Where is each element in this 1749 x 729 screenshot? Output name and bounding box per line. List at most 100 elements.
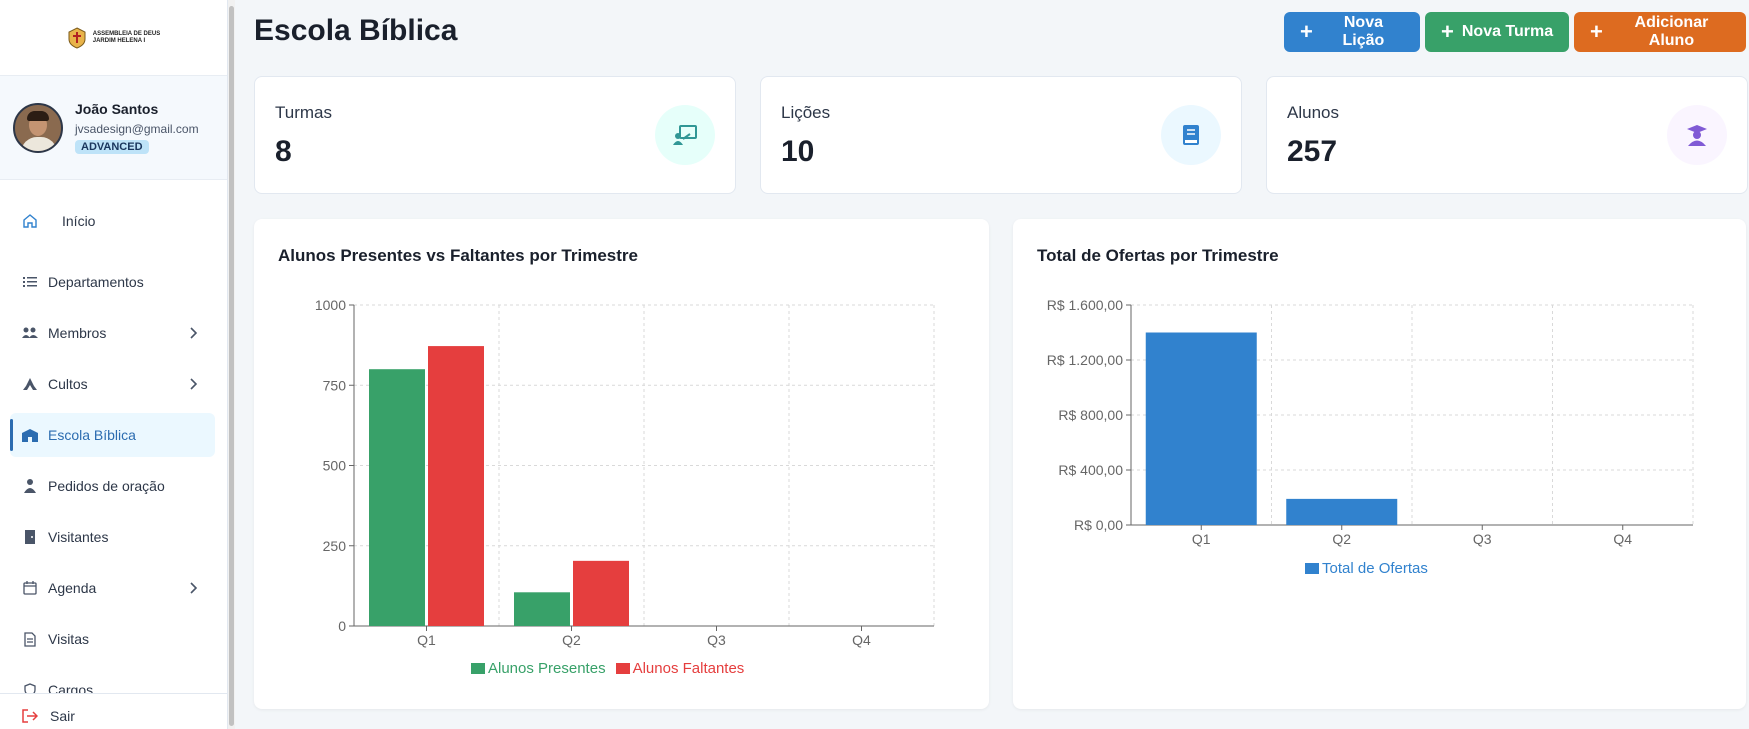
legend-label: Total de Ofertas [1322,560,1428,577]
calendar-icon [22,580,38,596]
legend-swatch [615,663,630,674]
chevron-right-icon [190,582,198,594]
sidebar-item-pedidos-de-oracao[interactable]: Pedidos de oração [10,464,215,508]
new-lesson-button[interactable]: + Nova Lição [1284,12,1420,52]
bar-q2-0[interactable] [514,592,570,626]
list-icon [22,274,38,290]
plan-badge: ADVANCED [75,139,149,154]
chalkboard-teacher-icon [655,105,715,165]
y-tick-label: R$ 400,00 [1058,462,1123,478]
legend-item[interactable]: Total de Ofertas [1305,560,1428,577]
legend-item[interactable]: Alunos Presentes [471,660,606,677]
sidebar: ASSEMBLEIA DE DEUS JARDIM HELENA I João … [0,0,228,729]
bar-q1-1[interactable] [428,346,484,626]
offerings-chart: R$ 0,00 R$ 400,00 R$ 800,00 R$ 1.200,00 R$ 1… [1047,297,1694,547]
logout-label: Sair [50,708,75,724]
bar-q1-0[interactable] [369,369,425,626]
prayer-icon [22,478,38,494]
sidebar-item-label: Visitantes [48,529,109,545]
user-name: João Santos [75,100,159,117]
sidebar-footer: Sair [0,693,227,729]
legend-label: Alunos Presentes [488,660,606,677]
new-class-label: Nova Turma [1461,23,1554,40]
y-tick-label: 500 [323,458,347,474]
sidebar-item-visitantes[interactable]: Visitantes [10,515,215,559]
avatar[interactable] [13,102,63,153]
logo-line-1: ASSEMBLEIA DE DEUS [92,30,161,37]
church-logo[interactable]: ASSEMBLEIA DE DEUS JARDIM HELENA I [0,0,227,76]
document-icon [22,631,38,647]
x-tick-label: Q1 [1192,531,1211,547]
x-tick-label: Q4 [1613,531,1632,547]
stat-card-alunos: Alunos 257 [1266,76,1748,194]
book-icon [1161,105,1221,165]
sidebar-item-agenda[interactable]: Agenda [10,566,215,610]
sidebar-item-label: Visitas [48,631,89,647]
x-tick-label: Q1 [417,632,436,648]
chevron-right-icon [190,378,198,390]
door-icon [22,529,38,545]
sidebar-item-departamentos[interactable]: Departamentos [10,260,215,304]
y-tick-label: R$ 0,00 [1074,517,1123,533]
sidebar-item-visitas[interactable]: Visitas [10,617,215,661]
y-tick-label: 1000 [315,297,346,313]
logout-button[interactable]: Sair [22,708,75,724]
sidebar-item-label: Agenda [48,580,97,596]
users-icon [22,325,38,341]
sidebar-item-label: Departamentos [48,274,144,290]
sidebar-item-cultos[interactable]: Cultos [10,362,215,406]
home-icon [22,213,38,229]
x-tick-label: Q2 [562,632,581,648]
header-actions: + Nova Lição + Nova Turma + Adicionar Al… [1284,12,1746,52]
sidebar-item-inicio[interactable]: Início [10,199,215,243]
praying-hands-icon [22,376,38,392]
sidebar-item-label: Pedidos de oração [48,478,165,494]
logout-icon [22,709,38,723]
sidebar-scrollbar[interactable] [228,0,235,729]
bar-q2-0[interactable] [1286,498,1398,525]
logo-line-2: JARDIM HELENA I [92,37,146,44]
sidebar-item-label: Membros [48,325,107,341]
add-student-button[interactable]: + Adicionar Aluno [1574,12,1746,52]
legend-item[interactable]: Alunos Faltantes [615,660,745,677]
x-tick-label: Q4 [852,632,871,648]
chart-title: Alunos Presentes vs Faltantes por Trimes… [278,246,638,265]
chevron-right-icon [190,327,198,339]
x-tick-label: Q3 [1473,531,1492,547]
y-tick-label: 0 [338,618,346,634]
bar-q1-0[interactable] [1145,332,1257,526]
y-tick-label: 750 [323,377,347,393]
chart-title: Total de Ofertas por Trimestre [1037,246,1279,265]
x-tick-label: Q2 [1332,531,1351,547]
stat-card-turmas: Turmas 8 [254,76,736,194]
chart-legend: Total de Ofertas [1305,560,1428,577]
x-tick-label: Q3 [707,632,726,648]
add-student-label: Adicionar Aluno [1634,14,1709,49]
user-email: jvsadesign@gmail.com [75,121,199,136]
sidebar-item-escola-biblica[interactable]: Escola Bíblica [10,413,215,457]
page-title: Escola Bíblica [254,14,458,47]
chart-card-attendance: Alunos Presentes vs Faltantes por Trimes… [254,219,989,709]
bar-q2-1[interactable] [573,560,629,626]
chart-legend: Alunos Presentes Alunos Faltantes [471,660,744,677]
graduate-icon [1667,105,1727,165]
y-tick-label: R$ 1.600,00 [1047,297,1123,313]
sidebar-item-label: Cultos [48,376,88,392]
y-tick-label: 250 [323,538,347,554]
stat-value: 10 [781,135,815,168]
stat-value: 8 [275,135,292,168]
stat-value: 257 [1287,135,1338,168]
sidebar-item-label: Escola Bíblica [48,427,136,443]
attendance-chart: 0 250 500 750 1000 Q1 Q2 Q3 Q4 [315,297,935,648]
user-profile[interactable]: João Santos jvsadesign@gmail.com ADVANCE… [0,76,227,180]
plus-icon: + [1590,19,1603,44]
stat-label: Lições [781,103,831,122]
new-class-button[interactable]: + Nova Turma [1425,12,1569,52]
sidebar-item-membros[interactable]: Membros [10,311,215,355]
chart-card-offerings: Total de Ofertas por Trimestre R$ 0,00 R$… [1013,219,1746,709]
church-emblem-icon [68,26,86,49]
legend-label: Alunos Faltantes [632,660,745,677]
y-tick-label: R$ 1.200,00 [1047,352,1123,368]
y-tick-label: R$ 800,00 [1058,407,1123,423]
new-lesson-label: Nova Lição [1342,14,1385,49]
